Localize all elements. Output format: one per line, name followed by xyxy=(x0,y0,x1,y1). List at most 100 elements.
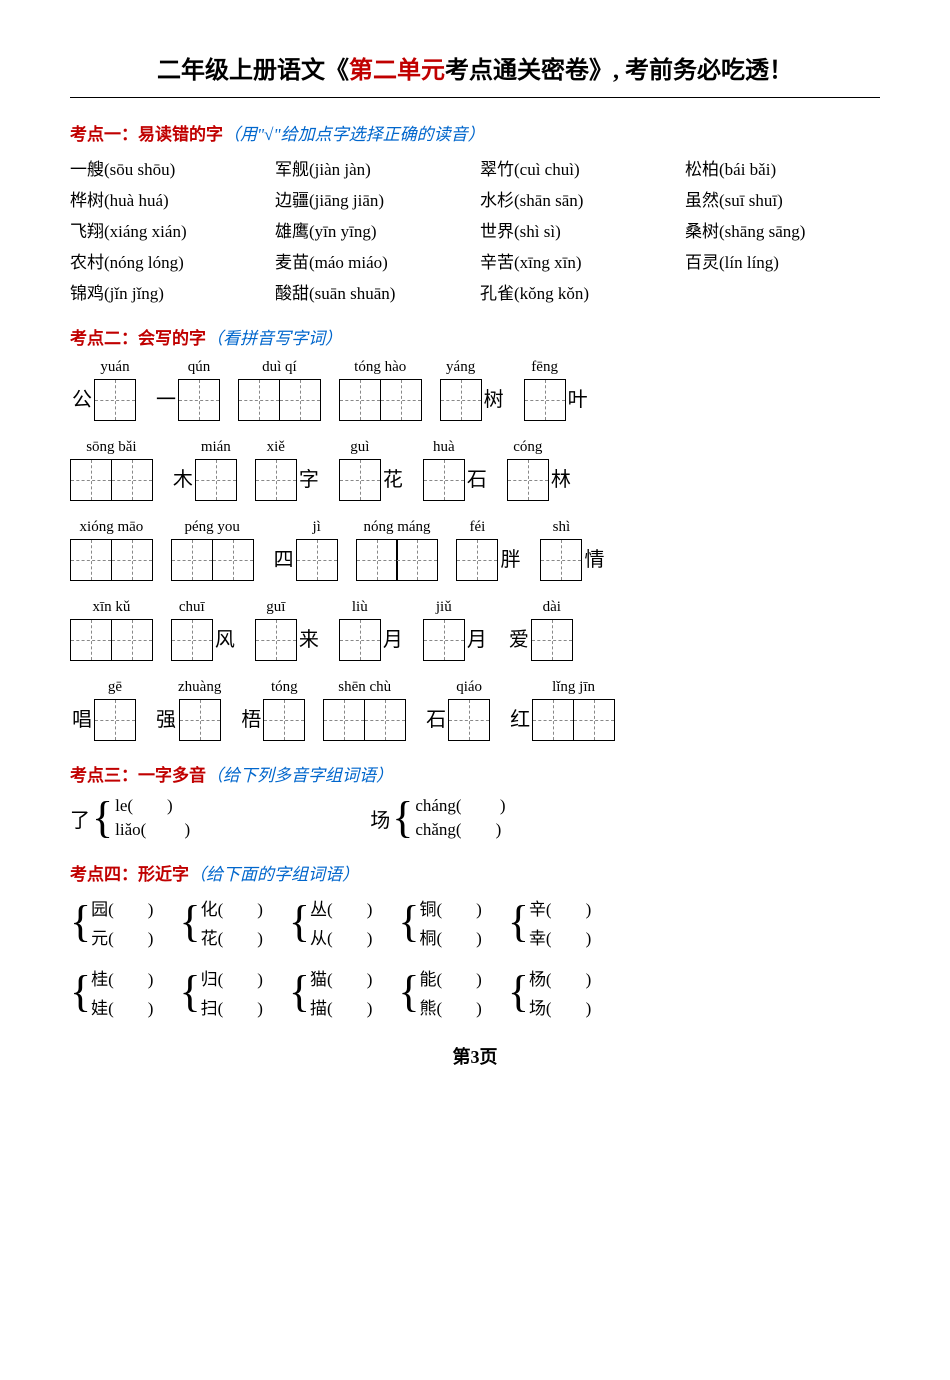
char-box[interactable] xyxy=(94,699,136,741)
pinyin-label: shēn chù xyxy=(338,679,391,697)
char-box[interactable] xyxy=(255,459,297,501)
char-box[interactable] xyxy=(540,539,582,581)
char-box[interactable] xyxy=(524,379,566,421)
char-box[interactable] xyxy=(195,459,237,501)
char-boxes xyxy=(296,539,338,581)
char-box[interactable] xyxy=(573,699,615,741)
char-box[interactable] xyxy=(380,379,422,421)
shape-option[interactable]: 铜( ) xyxy=(419,895,481,920)
polyphone-option[interactable]: cháng( ) xyxy=(415,796,505,816)
char-box[interactable] xyxy=(423,459,465,501)
char-box[interactable] xyxy=(263,699,305,741)
polyphone-group: 了{le( )liǎo( ) xyxy=(70,796,190,840)
brace-icon: { xyxy=(92,796,113,840)
pinyin-label: lǐng jīn xyxy=(552,679,595,697)
write-group: 一qún xyxy=(154,359,220,421)
char-box[interactable] xyxy=(532,699,574,741)
char-box[interactable] xyxy=(440,379,482,421)
polyphone-option[interactable]: le( ) xyxy=(115,796,190,816)
char-box[interactable] xyxy=(70,459,112,501)
char-box[interactable] xyxy=(70,619,112,661)
shape-option[interactable]: 场( ) xyxy=(529,994,591,1019)
shape-options: 猫( ) 描( ) xyxy=(310,965,372,1019)
write-cluster: xióng māo xyxy=(70,519,153,581)
char-box[interactable] xyxy=(531,619,573,661)
char-box[interactable] xyxy=(339,379,381,421)
fixed-char: 胖 xyxy=(498,539,522,581)
char-box[interactable] xyxy=(423,619,465,661)
write-cluster: zhuàng xyxy=(178,679,221,741)
shape-option[interactable]: 辛( ) xyxy=(529,895,591,920)
pinyin-label: tóng hào xyxy=(354,359,406,377)
char-box[interactable] xyxy=(179,699,221,741)
char-box[interactable] xyxy=(323,699,365,741)
char-box[interactable] xyxy=(171,539,213,581)
shape-option[interactable]: 桂( ) xyxy=(91,965,153,990)
char-box[interactable] xyxy=(111,619,153,661)
char-box[interactable] xyxy=(396,539,438,581)
write-group: sōng bǎi xyxy=(70,439,153,501)
shape-option[interactable]: 熊( ) xyxy=(419,994,481,1019)
char-box[interactable] xyxy=(339,459,381,501)
char-box[interactable] xyxy=(171,619,213,661)
char-boxes xyxy=(440,379,482,421)
char-box[interactable] xyxy=(111,459,153,501)
shape-option[interactable]: 娃( ) xyxy=(91,994,153,1019)
shape-option[interactable]: 扫( ) xyxy=(201,994,263,1019)
char-boxes xyxy=(94,699,136,741)
shape-option[interactable]: 园( ) xyxy=(91,895,153,920)
char-box[interactable] xyxy=(111,539,153,581)
shape-group: {丛( )从( ) xyxy=(289,895,372,949)
char-box[interactable] xyxy=(178,379,220,421)
char-box[interactable] xyxy=(296,539,338,581)
fixed-char: 梧 xyxy=(239,699,263,741)
write-group: liù月 xyxy=(339,599,405,661)
fixed-char: 唱 xyxy=(70,699,94,741)
polyphone-option[interactable]: chǎng( ) xyxy=(415,820,505,840)
page-title: 二年级上册语文《第二单元考点通关密卷》, 考前务必吃透！ xyxy=(70,50,880,85)
section3-title: 考点三：一字多音（给下列多音字组词语） xyxy=(70,761,880,786)
shape-option[interactable]: 猫( ) xyxy=(310,965,372,990)
shape-option[interactable]: 从( ) xyxy=(310,924,372,949)
pinyin-item: 农村(nóng lóng) xyxy=(70,248,265,273)
write-cluster: cóng xyxy=(507,439,549,501)
shape-option[interactable]: 杨( ) xyxy=(529,965,591,990)
char-boxes xyxy=(171,619,213,661)
shape-group: {辛( )幸( ) xyxy=(508,895,591,949)
char-box[interactable] xyxy=(238,379,280,421)
shape-option[interactable]: 能( ) xyxy=(419,965,481,990)
shape-rows: {园( )元( ){化( )花( ){丛( )从( ){铜( )桐( ){辛( … xyxy=(70,895,880,1019)
char-box[interactable] xyxy=(279,379,321,421)
char-boxes xyxy=(423,619,465,661)
char-box[interactable] xyxy=(255,619,297,661)
char-box[interactable] xyxy=(356,539,398,581)
char-box[interactable] xyxy=(212,539,254,581)
char-box[interactable] xyxy=(507,459,549,501)
char-boxes xyxy=(179,699,221,741)
shape-option[interactable]: 幸( ) xyxy=(529,924,591,949)
shape-option[interactable]: 丛( ) xyxy=(310,895,372,920)
char-box[interactable] xyxy=(448,699,490,741)
pinyin-label: qún xyxy=(188,359,211,377)
write-cluster: xīn kǔ xyxy=(70,599,153,661)
write-cluster: chuī xyxy=(171,599,213,661)
char-box[interactable] xyxy=(339,619,381,661)
write-cluster: duì qí xyxy=(238,359,321,421)
shape-option[interactable]: 元( ) xyxy=(91,924,153,949)
shape-option[interactable]: 桐( ) xyxy=(419,924,481,949)
char-box[interactable] xyxy=(70,539,112,581)
shape-option[interactable]: 描( ) xyxy=(310,994,372,1019)
shape-option[interactable]: 化( ) xyxy=(201,895,263,920)
shape-option[interactable]: 花( ) xyxy=(201,924,263,949)
char-box[interactable] xyxy=(364,699,406,741)
char-box[interactable] xyxy=(94,379,136,421)
fixed-char: 树 xyxy=(482,379,506,421)
polyphone-option[interactable]: liǎo( ) xyxy=(115,820,190,840)
write-group: huà石 xyxy=(423,439,489,501)
section4-label: 考点四：形近字 xyxy=(70,865,189,884)
char-box[interactable] xyxy=(456,539,498,581)
pinyin-label: sōng bǎi xyxy=(86,439,136,457)
shape-option[interactable]: 归( ) xyxy=(201,965,263,990)
pinyin-item xyxy=(685,279,880,304)
write-group: 梧tóng xyxy=(239,679,305,741)
